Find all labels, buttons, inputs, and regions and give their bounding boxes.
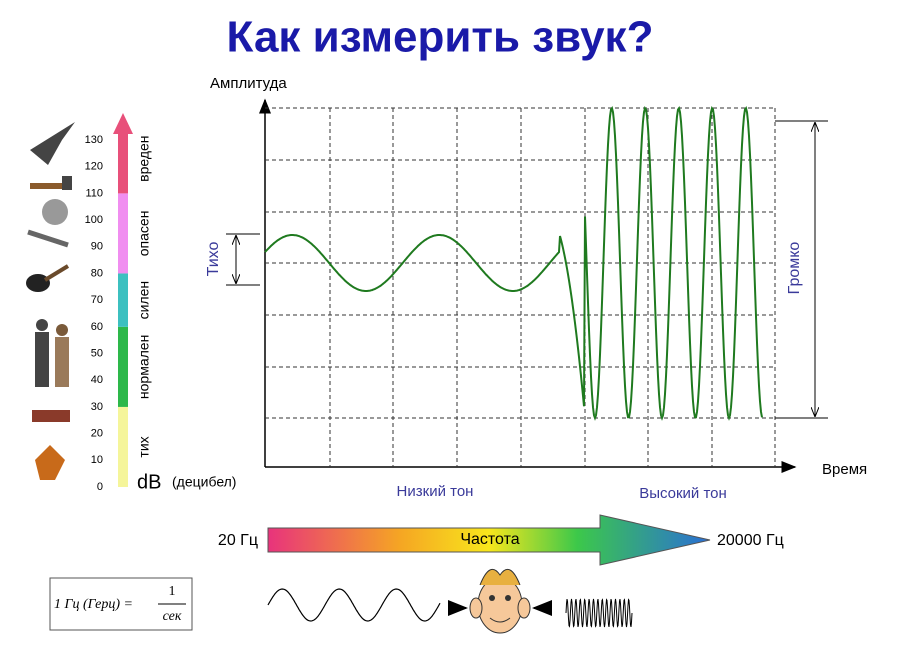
- db-scale: тих нормален силен опасен вреден 0 10 20 30 40 50 6…: [85, 123, 152, 493]
- db-band: [118, 326, 128, 407]
- db-tick-label: 80: [91, 267, 103, 279]
- db-tick-label: 0: [97, 481, 103, 493]
- scale-arrow-head: [113, 113, 133, 134]
- db-tick-label: 100: [85, 214, 103, 226]
- icons: [26, 122, 75, 480]
- db-band-label: опасен: [136, 211, 152, 257]
- wrench-icon: [27, 229, 69, 248]
- db-unit: dB: [137, 471, 161, 493]
- db-tick-label: 130: [85, 134, 103, 146]
- db-band-label: вреден: [136, 135, 152, 181]
- db-band-label: тих: [136, 436, 152, 457]
- db-band-label: нормален: [136, 335, 152, 399]
- low-tone-label: Низкий тон: [397, 483, 474, 500]
- person-icon: [55, 337, 69, 387]
- db-tick-label: 110: [85, 187, 103, 199]
- bed-icon: [32, 410, 70, 422]
- db-tick-label: 40: [91, 374, 103, 386]
- db-tick-label: 20: [91, 428, 103, 440]
- hammer-icon: [62, 176, 72, 190]
- frequency-label: Частота: [460, 531, 519, 548]
- db-tick-label: 10: [91, 454, 103, 466]
- plane-icon: [30, 122, 75, 165]
- person-icon: [35, 332, 49, 387]
- db-tick-label: 30: [91, 401, 103, 413]
- formula-denominator: сек: [163, 609, 182, 624]
- low-frequency-wave: [267, 588, 441, 622]
- db-band: [118, 273, 128, 327]
- frequency-max: 20000 Гц: [717, 532, 784, 549]
- formula-numerator: 1: [169, 584, 176, 599]
- leaves-icon: [35, 445, 65, 480]
- db-tick-label: 120: [85, 161, 103, 173]
- person-icon: [36, 319, 48, 331]
- waveform: [264, 105, 763, 421]
- hammer-icon: [30, 183, 70, 189]
- saw-icon: [42, 199, 68, 225]
- db-tick-label: 70: [91, 294, 103, 306]
- frequency-min: 20 Гц: [218, 532, 258, 549]
- ear-face-icon: [448, 568, 552, 634]
- x-axis-label: Время: [822, 461, 867, 478]
- db-unit-note: (децибел): [172, 474, 236, 490]
- high-tone-label: Высокий тон: [639, 485, 727, 502]
- guitar-icon: [26, 274, 50, 292]
- formula-left: 1 Гц (Герц) =: [54, 597, 133, 612]
- frequency-arrow: [267, 514, 711, 566]
- title: Как измерить звук?: [227, 13, 654, 62]
- person-icon: [56, 324, 68, 336]
- db-tick-label: 90: [91, 241, 103, 253]
- db-band: [118, 193, 128, 274]
- db-tick-label: 60: [91, 321, 103, 333]
- high-frequency-wave: [565, 598, 633, 628]
- db-band-label: силен: [136, 281, 152, 320]
- quiet-label: Тихо: [205, 242, 222, 277]
- loud-label: Громко: [786, 242, 803, 295]
- guitar-icon: [43, 264, 70, 282]
- db-band: [118, 406, 128, 487]
- db-band: [118, 123, 128, 194]
- grid: [265, 107, 776, 467]
- db-tick-label: 50: [91, 347, 103, 359]
- y-axis-label: Амплитуда: [210, 75, 287, 92]
